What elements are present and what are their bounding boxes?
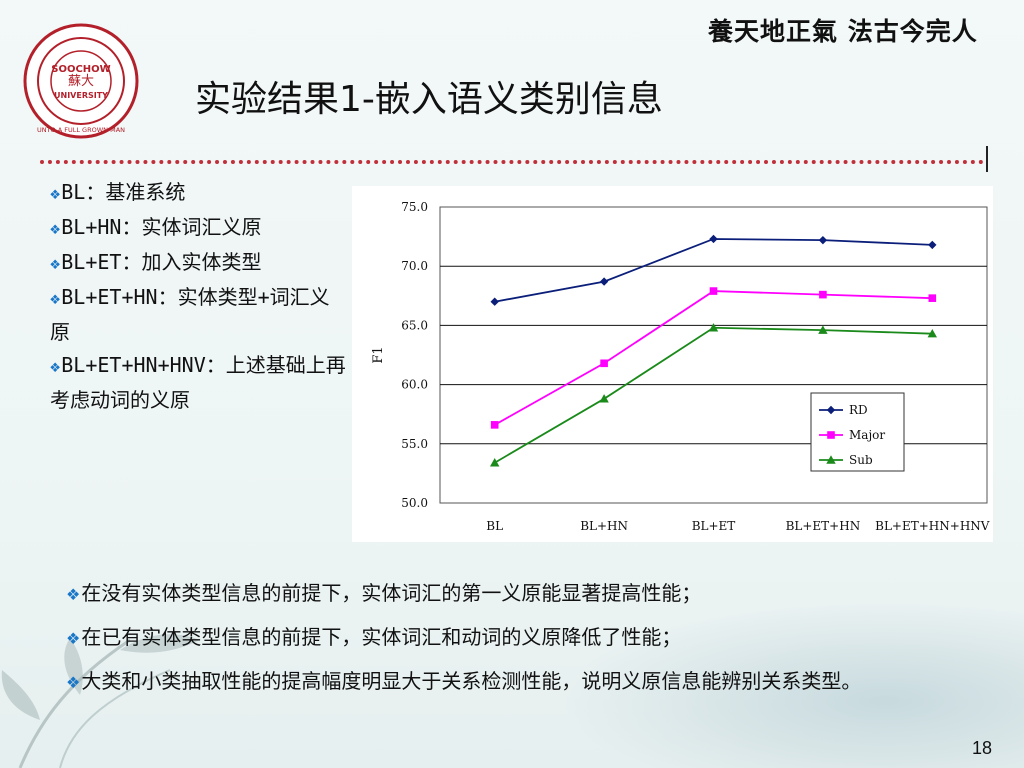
bullet-diamond-icon: ❖ [66,673,81,692]
definition-item: ❖BL：基准系统 [50,176,346,211]
page-number: 18 [972,738,993,758]
f1-line-chart: 75.0 70.0 65.0 60.0 55.0 50.0 BL BL+HN BL+ET BL+E… [352,186,993,542]
definition-item: ❖BL+HN：实体词汇义原 [50,211,346,246]
bullet-diamond-icon: ❖ [50,357,61,377]
bullet-diamond-icon: ❖ [66,585,81,604]
y-tick-label: 65.0 [401,318,428,332]
data-point-triangle [490,458,500,467]
data-point-diamond [818,235,828,245]
svg-text:UNIVERSITY: UNIVERSITY [54,91,108,100]
y-tick-label: 70.0 [401,259,428,273]
background-water [560,600,1024,768]
definition-item: ❖BL+ET+HN+HNV：上述基础上再考虑动词的义原 [50,349,346,417]
y-tick-label: 75.0 [401,200,428,214]
definition-list: ❖BL：基准系统 ❖BL+HN：实体词汇义原 ❖BL+ET：加入实体类型 ❖BL… [50,176,346,417]
data-point-square [819,290,827,299]
data-point-diamond [928,240,937,250]
data-point-triangle [599,394,609,403]
data-point-diamond [826,405,836,415]
data-point-diamond [709,234,718,244]
legend-label: Sub [849,453,873,467]
x-tick-label: BL+HN [580,519,628,533]
x-tick-label: BL+ET+HN [786,519,861,533]
svg-text:SOOCHOW: SOOCHOW [51,64,110,75]
conclusion-item: ❖在没有实体类型信息的前提下，实体词汇的第一义原能显著提高性能； [66,572,996,616]
bullet-diamond-icon: ❖ [50,289,61,309]
school-motto: 養天地正氣 法古今完人 [708,17,978,46]
slide-title: 实验结果1-嵌入语义类别信息 [195,79,663,120]
bullet-diamond-icon: ❖ [50,254,61,274]
data-point-square [827,431,835,439]
definition-text: BL+ET+HN：实体类型+词汇义原 [50,285,330,344]
chart-canvas: 75.0 70.0 65.0 60.0 55.0 50.0 BL BL+HN BL+ET BL+E… [371,200,990,533]
y-tick-label: 55.0 [401,437,428,451]
bullet-diamond-icon: ❖ [50,184,61,204]
definition-text: BL+ET+HN+HNV：上述基础上再考虑动词的义原 [50,353,346,412]
data-point-square [490,421,499,429]
conclusion-text: 在已有实体类型信息的前提下，实体词汇和动词的义原降低了性能； [81,625,682,649]
data-point-square [709,287,718,295]
definition-text: BL+HN：实体词汇义原 [61,215,262,239]
conclusion-item: ❖在已有实体类型信息的前提下，实体词汇和动词的义原降低了性能； [66,616,996,660]
plot-area [439,206,988,504]
y-tick-label: 50.0 [401,496,428,510]
data-point-diamond [599,277,609,286]
bamboo-decoration [1,634,200,768]
y-tick-label: 60.0 [401,378,428,392]
svg-text:UNTO A FULL GROWN MAN: UNTO A FULL GROWN MAN [37,126,125,134]
data-point-triangle [708,323,719,332]
data-point-triangle [826,455,836,464]
conclusion-item: ❖大类和小类抽取性能的提高幅度明显大于关系检测性能，说明义原信息能辨别关系类型。 [66,660,996,704]
legend-label: Major [849,428,885,442]
dotted-divider [40,160,984,164]
data-point-diamond [490,297,499,306]
data-point-square [928,294,937,302]
y-axis-title: F1 [371,346,386,363]
conclusion-text: 大类和小类抽取性能的提高幅度明显大于关系检测性能，说明义原信息能辨别关系类型。 [81,669,862,693]
x-tick-label: BL+ET [692,519,736,533]
university-seal-logo: SOOCHOW 蘇大 UNIVERSITY UNTO A FULL GROWN … [23,23,139,139]
definition-item: ❖BL+ET：加入实体类型 [50,246,346,281]
legend-label: RD [849,403,868,417]
svg-text:蘇大: 蘇大 [68,74,94,89]
data-point-triangle [818,325,828,334]
bullet-diamond-icon: ❖ [50,219,61,239]
x-tick-label: BL+ET+HN+HNV [875,519,990,533]
legend-box [810,392,905,472]
divider-tick [986,146,988,172]
data-point-triangle [927,328,937,338]
conclusion-text: 在没有实体类型信息的前提下，实体词汇的第一义原能显著提高性能； [81,581,702,605]
definition-text: BL+ET：加入实体类型 [61,250,262,274]
definition-text: BL：基准系统 [61,180,186,204]
data-point-square [600,359,608,368]
x-tick-label: BL [486,519,503,533]
conclusion-list: ❖在没有实体类型信息的前提下，实体词汇的第一义原能显著提高性能； ❖在已有实体类… [66,572,996,704]
bullet-diamond-icon: ❖ [66,629,81,648]
definition-item: ❖BL+ET+HN：实体类型+词汇义原 [50,281,346,349]
